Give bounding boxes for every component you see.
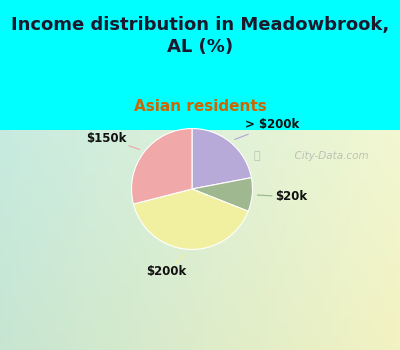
Text: Asian residents: Asian residents	[134, 99, 266, 114]
Wedge shape	[134, 189, 248, 250]
Text: City-Data.com: City-Data.com	[288, 151, 369, 161]
Text: $150k: $150k	[86, 132, 140, 149]
Wedge shape	[132, 128, 192, 204]
Text: Income distribution in Meadowbrook,
AL (%): Income distribution in Meadowbrook, AL (…	[11, 16, 389, 56]
Text: ⓘ: ⓘ	[254, 151, 261, 161]
Text: > $200k: > $200k	[235, 118, 299, 139]
Wedge shape	[192, 178, 252, 211]
Text: $20k: $20k	[258, 190, 307, 203]
Wedge shape	[192, 128, 252, 189]
Text: $200k: $200k	[146, 254, 187, 279]
